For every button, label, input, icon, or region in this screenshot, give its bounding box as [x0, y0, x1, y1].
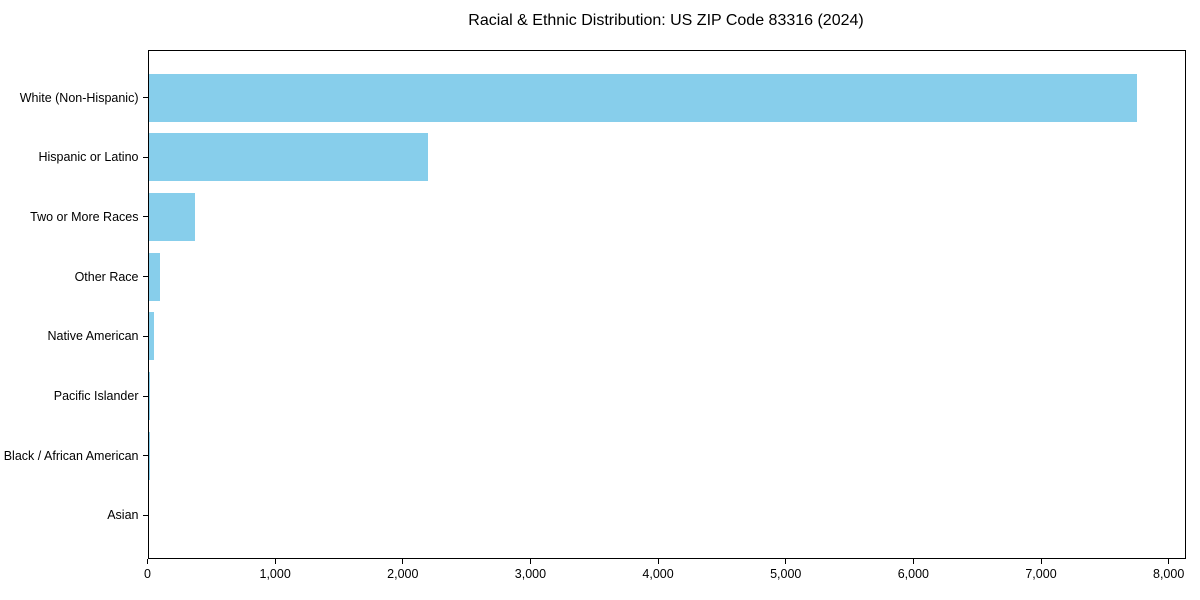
bar-two-or-more-races: [148, 192, 195, 241]
y-tick: [142, 216, 148, 218]
y-tick-label: Hispanic or Latino: [38, 150, 139, 165]
bar-native-american: [148, 312, 155, 361]
x-tick-label: 5,000: [770, 566, 802, 581]
x-tick: [912, 558, 914, 564]
y-tick: [142, 395, 148, 397]
x-tick: [529, 558, 531, 564]
x-tick-label: 6,000: [897, 566, 929, 581]
y-tick: [142, 455, 148, 457]
bar-hispanic-or-latino: [148, 133, 428, 182]
y-tick: [142, 276, 148, 278]
chart-title: Racial & Ethnic Distribution: US ZIP Cod…: [468, 12, 864, 29]
x-tick: [274, 558, 276, 564]
y-tick-label: Asian: [107, 508, 139, 523]
x-tick-label: 8,000: [1153, 566, 1185, 581]
y-tick-label: White (Non-Hispanic): [19, 90, 139, 105]
y-tick: [142, 97, 148, 98]
x-tick-label: 0: [144, 566, 151, 581]
x-tick: [147, 558, 148, 564]
x-tick: [785, 558, 787, 564]
y-tick: [142, 156, 148, 158]
x-tick: [1168, 558, 1170, 564]
x-tick-label: 2,000: [387, 566, 419, 581]
y-tick-label: Other Race: [74, 269, 139, 284]
x-tick: [1040, 558, 1042, 564]
x-tick-label: 3,000: [514, 566, 547, 581]
x-tick: [402, 558, 404, 564]
x-tick-label: 1,000: [259, 566, 291, 581]
y-tick-label: Two or More Races: [30, 209, 139, 224]
x-tick: [657, 558, 659, 564]
y-tick: [142, 335, 148, 337]
y-tick: [142, 514, 148, 516]
bar-other-race: [148, 252, 161, 301]
bar-black-african-american: [148, 431, 150, 480]
y-tick-label: Black / African American: [3, 448, 139, 463]
bar-white-non-hispanic: [148, 73, 1138, 122]
x-tick-label: 4,000: [642, 566, 674, 581]
plot-area: [147, 50, 1186, 559]
bar-pacific-islander: [148, 372, 150, 420]
y-tick-label: Pacific Islander: [53, 389, 139, 403]
y-tick-label: Native American: [47, 329, 139, 344]
x-tick-label: 7,000: [1025, 566, 1057, 581]
